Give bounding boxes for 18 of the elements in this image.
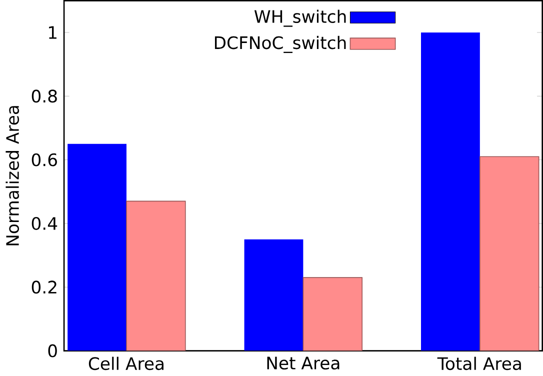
y-tick-label: 0.8 xyxy=(32,90,57,103)
y-axis-title: Normalized Area xyxy=(6,106,20,246)
y-tick-label: 1 xyxy=(49,26,56,39)
y-tick-label: 0.4 xyxy=(32,217,58,230)
legend-label: WH_switch xyxy=(254,10,346,27)
y-tick-label: 0 xyxy=(48,344,57,358)
y-tick-label: 0.6 xyxy=(32,153,57,166)
bar xyxy=(302,277,362,351)
x-tick-label: Total Area xyxy=(437,356,521,370)
bar xyxy=(68,144,126,351)
legend-label: DCFNoC_switch xyxy=(214,36,346,54)
bar xyxy=(480,156,540,351)
y-tick-label: 0.2 xyxy=(32,280,56,294)
x-tick-label: Cell Area xyxy=(88,356,164,370)
bar xyxy=(421,32,480,351)
bar xyxy=(244,239,304,351)
x-tick-label: Net Area xyxy=(267,356,340,370)
bar xyxy=(126,200,186,351)
